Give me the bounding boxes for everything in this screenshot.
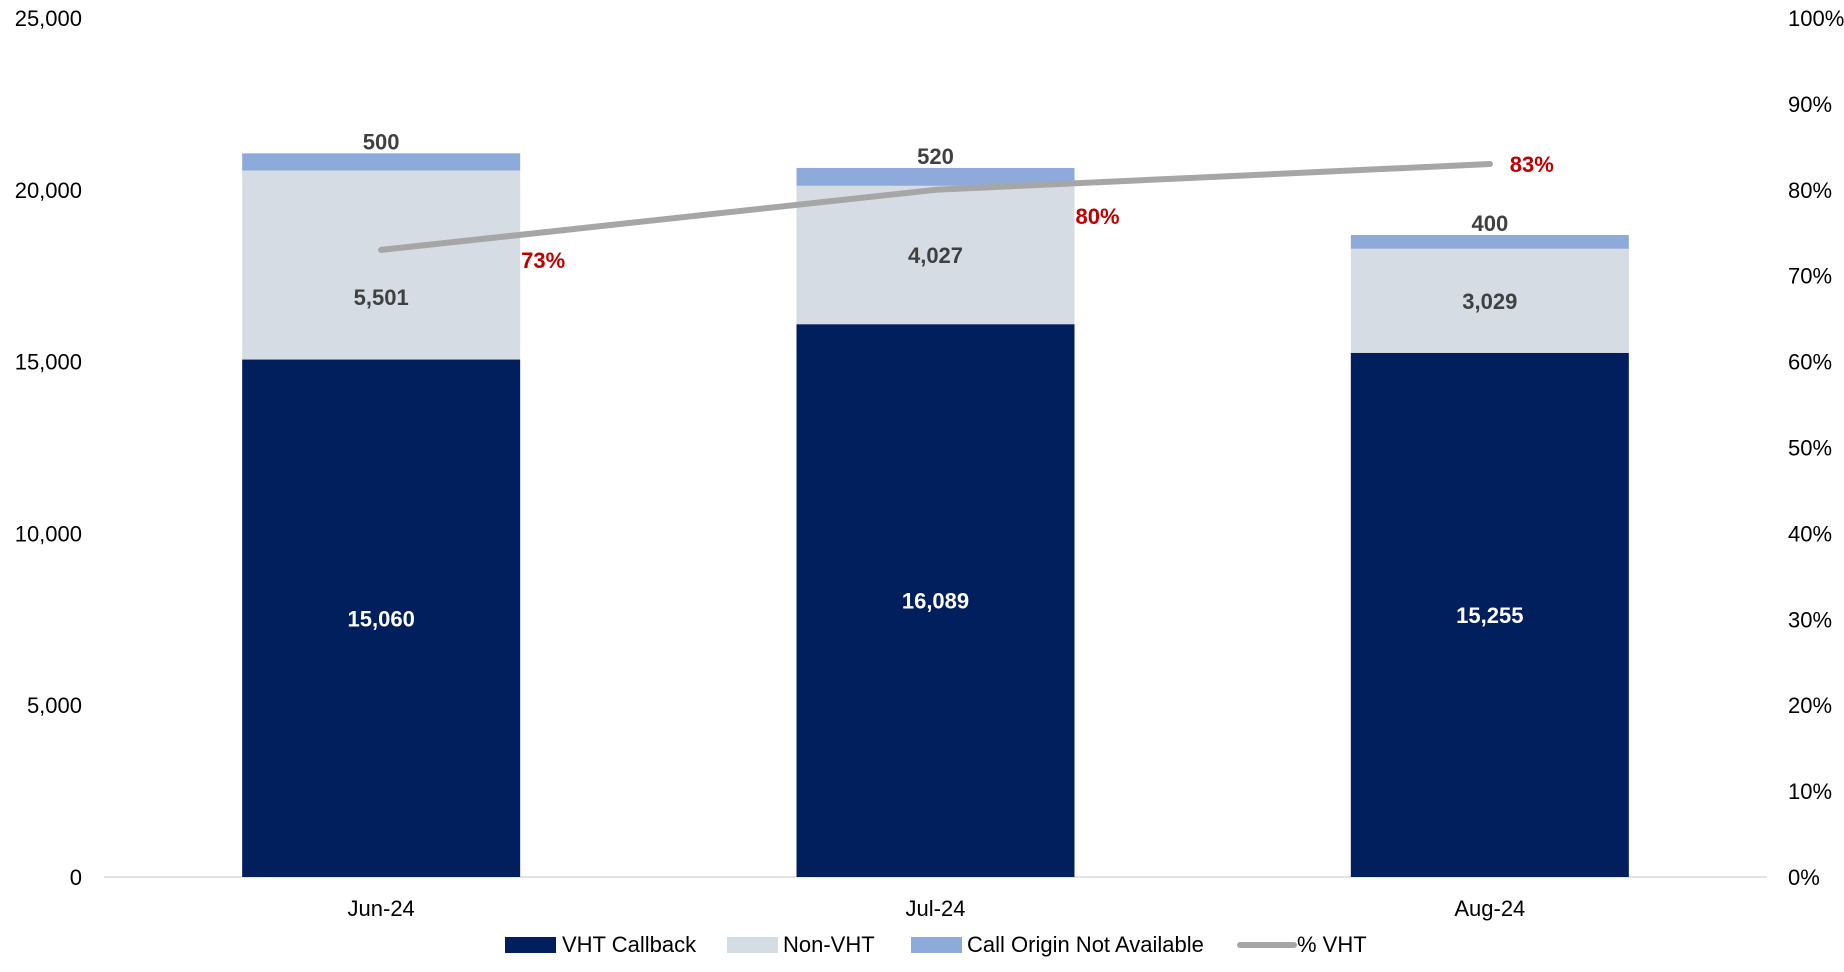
y2-axis-tick-label: 80% <box>1788 178 1832 203</box>
legend-item-non-vht: Non-VHT <box>727 932 875 957</box>
y2-axis-tick-label: 60% <box>1788 350 1832 375</box>
line-point-pct-vht <box>932 186 939 193</box>
legend-label: Call Origin Not Available <box>967 932 1204 957</box>
y-axis-tick-label: 20,000 <box>15 178 82 203</box>
y2-axis-tick-label: 100% <box>1788 6 1844 31</box>
y-axis-tick-label: 0 <box>70 865 82 890</box>
x-axis-category-label: Aug-24 <box>1454 896 1525 921</box>
y2-axis-tick-label: 20% <box>1788 693 1832 718</box>
y-axis-tick-label: 15,000 <box>15 350 82 375</box>
line-layer <box>378 161 1493 253</box>
data-label-call-origin-not-available: 400 <box>1471 211 1508 236</box>
y2-axis-tick-label: 10% <box>1788 779 1832 804</box>
y2-axis-tick-label: 0% <box>1788 865 1820 890</box>
y2-axis-tick-label: 90% <box>1788 92 1832 117</box>
bar-segment-call-origin-not-available <box>242 153 521 171</box>
data-label-non-vht: 3,029 <box>1462 289 1517 314</box>
legend-item-vht: % VHT <box>1237 932 1367 957</box>
y2-axis-tick-label: 70% <box>1788 264 1832 289</box>
bar-segment-non-vht <box>242 170 521 360</box>
legend-label: % VHT <box>1297 932 1367 957</box>
axes-layer: 0 5,000 10,000 15,000 20,000 25,000 0% 10% 20% 30… <box>15 6 1844 921</box>
bar-segment-vht-callback <box>242 359 521 877</box>
legend-label: Non-VHT <box>783 932 875 957</box>
legend: VHT Callback Non-VHT Call Origin Not Avail… <box>505 932 1367 957</box>
bar-segment-call-origin-not-available <box>796 167 1075 186</box>
bar-segment-vht-callback <box>796 324 1075 877</box>
data-label-vht-callback: 16,089 <box>902 589 969 614</box>
y2-axis-tick-label: 30% <box>1788 607 1832 632</box>
y-axis-tick-label: 10,000 <box>15 521 82 546</box>
bar-segment-non-vht <box>796 185 1075 325</box>
data-label-pct-vht: 80% <box>1075 204 1119 229</box>
legend-swatch <box>911 937 962 953</box>
line-point-pct-vht <box>378 246 385 253</box>
legend-item-call-origin-not-available: Call Origin Not Available <box>911 932 1204 957</box>
data-label-non-vht: 4,027 <box>908 243 963 268</box>
data-label-vht-callback: 15,060 <box>348 606 415 631</box>
line-point-pct-vht <box>1486 161 1493 168</box>
y2-axis-tick-label: 50% <box>1788 436 1832 461</box>
bars-layer <box>242 153 1629 877</box>
x-axis-category-label: Jul-24 <box>906 896 966 921</box>
y-axis-tick-label: 5,000 <box>27 693 82 718</box>
y2-axis-tick-label: 40% <box>1788 521 1832 546</box>
data-label-call-origin-not-available: 520 <box>917 144 954 169</box>
bar-segment-call-origin-not-available <box>1350 235 1629 249</box>
labels-layer: 15,060 5,501 500 16,089 4,027 520 15,255 3,029 4… <box>348 129 1554 631</box>
y-axis-tick-label: 25,000 <box>15 6 82 31</box>
legend-label: VHT Callback <box>562 932 697 957</box>
legend-swatch <box>505 937 556 953</box>
data-label-pct-vht: 73% <box>521 248 565 273</box>
data-label-call-origin-not-available: 500 <box>363 129 400 154</box>
data-label-non-vht: 5,501 <box>354 285 409 310</box>
data-label-pct-vht: 83% <box>1510 152 1554 177</box>
x-axis-category-label: Jun-24 <box>348 896 415 921</box>
legend-item-vht-callback: VHT Callback <box>505 932 697 957</box>
bar-segment-non-vht <box>1350 248 1629 353</box>
legend-swatch <box>727 937 778 953</box>
data-label-vht-callback: 15,255 <box>1456 603 1523 628</box>
bar-segment-vht-callback <box>1350 352 1629 877</box>
